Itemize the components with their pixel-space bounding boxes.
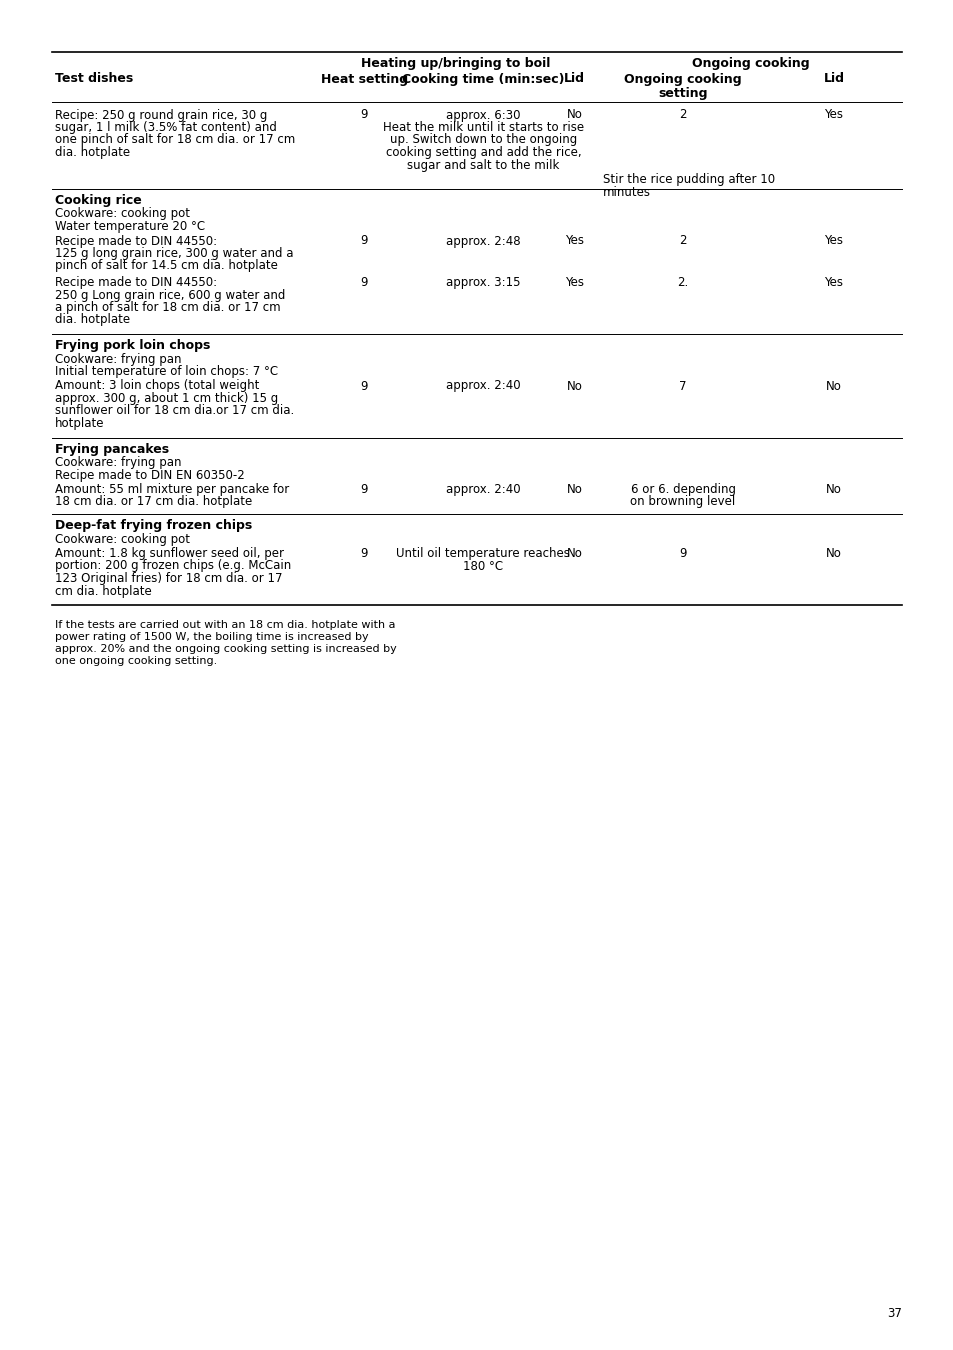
Text: No: No: [566, 379, 582, 393]
Text: 9: 9: [360, 379, 368, 393]
Text: Recipe made to DIN 44550:: Recipe made to DIN 44550:: [55, 275, 217, 289]
Text: 9: 9: [679, 547, 686, 560]
Text: Cookware: frying pan: Cookware: frying pan: [55, 456, 181, 468]
Text: a pinch of salt for 18 cm dia. or 17 cm: a pinch of salt for 18 cm dia. or 17 cm: [55, 301, 280, 315]
Text: Heat setting: Heat setting: [320, 73, 408, 85]
Text: 2: 2: [679, 108, 686, 122]
Text: 9: 9: [360, 547, 368, 560]
Text: Cookware: frying pan: Cookware: frying pan: [55, 352, 181, 366]
Text: Ongoing cooking
setting: Ongoing cooking setting: [623, 73, 741, 100]
Text: approx. 2:40: approx. 2:40: [446, 483, 520, 495]
Text: minutes: minutes: [602, 185, 651, 198]
Text: No: No: [566, 547, 582, 560]
Text: No: No: [825, 379, 841, 393]
Text: 18 cm dia. or 17 cm dia. hotplate: 18 cm dia. or 17 cm dia. hotplate: [55, 495, 252, 509]
Text: Water temperature 20 °C: Water temperature 20 °C: [55, 220, 205, 234]
Text: Yes: Yes: [823, 275, 842, 289]
Text: 6 or 6. depending: 6 or 6. depending: [630, 483, 735, 495]
Text: cooking setting and add the rice,: cooking setting and add the rice,: [385, 146, 580, 159]
Text: Yes: Yes: [565, 235, 583, 247]
Text: No: No: [825, 483, 841, 495]
Text: dia. hotplate: dia. hotplate: [55, 146, 130, 159]
Text: Frying pork loin chops: Frying pork loin chops: [55, 339, 211, 352]
Text: Cooking rice: Cooking rice: [55, 194, 142, 207]
Text: 123 Original fries) for 18 cm dia. or 17: 123 Original fries) for 18 cm dia. or 17: [55, 572, 282, 585]
Text: If the tests are carried out with an 18 cm dia. hotplate with a: If the tests are carried out with an 18 …: [55, 620, 395, 630]
Text: Yes: Yes: [565, 275, 583, 289]
Text: 9: 9: [360, 483, 368, 495]
Text: 250 g Long grain rice, 600 g water and: 250 g Long grain rice, 600 g water and: [55, 289, 285, 301]
Text: pinch of salt for 14.5 cm dia. hotplate: pinch of salt for 14.5 cm dia. hotplate: [55, 259, 277, 273]
Text: 9: 9: [360, 275, 368, 289]
Text: power rating of 1500 W, the boiling time is increased by: power rating of 1500 W, the boiling time…: [55, 632, 368, 641]
Text: No: No: [825, 547, 841, 560]
Text: dia. hotplate: dia. hotplate: [55, 313, 130, 327]
Text: Stir the rice pudding after 10: Stir the rice pudding after 10: [602, 173, 775, 186]
Text: Heat the milk until it starts to rise: Heat the milk until it starts to rise: [382, 122, 583, 134]
Text: No: No: [566, 108, 582, 122]
Text: 9: 9: [360, 108, 368, 122]
Text: up. Switch down to the ongoing: up. Switch down to the ongoing: [390, 134, 577, 147]
Text: approx. 2:48: approx. 2:48: [446, 235, 520, 247]
Text: sugar and salt to the milk: sugar and salt to the milk: [407, 158, 559, 171]
Text: Initial temperature of loin chops: 7 °C: Initial temperature of loin chops: 7 °C: [55, 364, 278, 378]
Text: Recipe made to DIN EN 60350-2: Recipe made to DIN EN 60350-2: [55, 468, 245, 482]
Text: Recipe: 250 g round grain rice, 30 g: Recipe: 250 g round grain rice, 30 g: [55, 108, 267, 122]
Text: 9: 9: [360, 235, 368, 247]
Text: one pinch of salt for 18 cm dia. or 17 cm: one pinch of salt for 18 cm dia. or 17 c…: [55, 134, 294, 147]
Text: Deep-fat frying frozen chips: Deep-fat frying frozen chips: [55, 518, 252, 532]
Text: Lid: Lid: [822, 73, 843, 85]
Text: approx. 6:30: approx. 6:30: [446, 108, 520, 122]
Text: approx. 300 g, about 1 cm thick) 15 g: approx. 300 g, about 1 cm thick) 15 g: [55, 392, 278, 405]
Text: portion: 200 g frozen chips (e.g. McCain: portion: 200 g frozen chips (e.g. McCain: [55, 559, 291, 572]
Text: Lid: Lid: [563, 73, 584, 85]
Text: 180 °C: 180 °C: [463, 559, 503, 572]
Text: approx. 20% and the ongoing cooking setting is increased by: approx. 20% and the ongoing cooking sett…: [55, 644, 396, 653]
Text: Yes: Yes: [823, 108, 842, 122]
Text: sugar, 1 l milk (3.5% fat content) and: sugar, 1 l milk (3.5% fat content) and: [55, 122, 276, 134]
Text: hotplate: hotplate: [55, 417, 105, 431]
Text: Heating up/bringing to boil: Heating up/bringing to boil: [360, 57, 550, 70]
Text: approx. 2:40: approx. 2:40: [446, 379, 520, 393]
Text: Cooking time (min:sec): Cooking time (min:sec): [402, 73, 564, 85]
Text: sunflower oil for 18 cm dia.or 17 cm dia.: sunflower oil for 18 cm dia.or 17 cm dia…: [55, 405, 294, 417]
Text: 37: 37: [886, 1307, 901, 1320]
Text: Test dishes: Test dishes: [55, 73, 133, 85]
Text: 2.: 2.: [677, 275, 688, 289]
Text: Cookware: cooking pot: Cookware: cooking pot: [55, 208, 190, 220]
Text: Recipe made to DIN 44550:: Recipe made to DIN 44550:: [55, 235, 217, 247]
Text: cm dia. hotplate: cm dia. hotplate: [55, 585, 152, 598]
Text: 2: 2: [679, 235, 686, 247]
Text: Ongoing cooking: Ongoing cooking: [692, 57, 809, 70]
Text: Until oil temperature reaches: Until oil temperature reaches: [396, 547, 570, 560]
Text: Cookware: cooking pot: Cookware: cooking pot: [55, 532, 190, 545]
Text: Yes: Yes: [823, 235, 842, 247]
Text: approx. 3:15: approx. 3:15: [446, 275, 520, 289]
Text: one ongoing cooking setting.: one ongoing cooking setting.: [55, 656, 217, 666]
Text: on browning level: on browning level: [630, 495, 735, 509]
Text: Amount: 3 loin chops (total weight: Amount: 3 loin chops (total weight: [55, 379, 259, 393]
Text: Frying pancakes: Frying pancakes: [55, 443, 169, 455]
Text: 125 g long grain rice, 300 g water and a: 125 g long grain rice, 300 g water and a: [55, 247, 294, 261]
Text: 7: 7: [679, 379, 686, 393]
Text: Amount: 1.8 kg sunflower seed oil, per: Amount: 1.8 kg sunflower seed oil, per: [55, 547, 284, 560]
Text: No: No: [566, 483, 582, 495]
Text: Amount: 55 ml mixture per pancake for: Amount: 55 ml mixture per pancake for: [55, 483, 289, 495]
